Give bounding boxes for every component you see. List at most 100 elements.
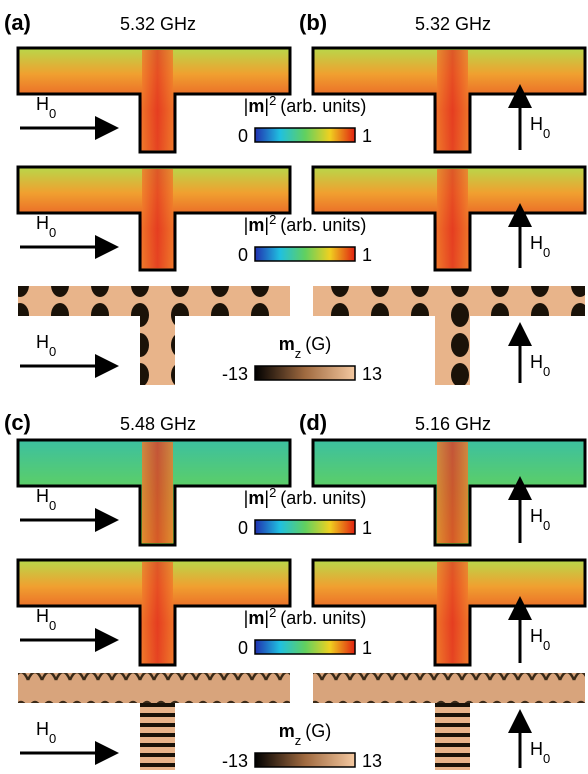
field-symbol: H bbox=[530, 114, 543, 134]
colorbar-label: |m|2 (arb. units) bbox=[244, 605, 367, 629]
colorbar-unit: (G) bbox=[305, 721, 331, 741]
field-symbol: H bbox=[36, 486, 49, 506]
colorbar-label: mz (G) bbox=[279, 334, 332, 361]
colorbar-max: 13 bbox=[362, 751, 382, 771]
stem-fill bbox=[437, 442, 468, 543]
field-label: H0 bbox=[36, 94, 56, 121]
panel-label: (d) bbox=[299, 410, 327, 435]
colorbar-max: 1 bbox=[362, 638, 372, 658]
field-sub: 0 bbox=[49, 106, 56, 121]
colorbar-min: 0 bbox=[238, 638, 248, 658]
frequency: 5.48 GHz bbox=[120, 414, 196, 434]
field-sub: 0 bbox=[543, 751, 550, 766]
stem-fill bbox=[142, 562, 173, 663]
stem-fill bbox=[437, 562, 468, 663]
field-symbol: H bbox=[36, 213, 49, 233]
colorbar-symbol: m bbox=[279, 334, 295, 354]
field-sub: 0 bbox=[543, 245, 550, 260]
panel-label: (b) bbox=[299, 10, 327, 35]
field-symbol: H bbox=[36, 606, 49, 626]
field-symbol: H bbox=[530, 626, 543, 646]
frequency: 5.16 GHz bbox=[415, 414, 491, 434]
colorbar-min: -13 bbox=[222, 751, 248, 771]
colorbar-suffix: | bbox=[264, 608, 269, 628]
stem-fill bbox=[437, 50, 468, 150]
colorbar-sup: 2 bbox=[269, 605, 276, 620]
colorbar-unit: (arb. units) bbox=[280, 488, 366, 508]
colorbar bbox=[254, 752, 356, 768]
colorbar-min: 0 bbox=[238, 518, 248, 538]
field-label: H0 bbox=[36, 719, 56, 746]
stem-fill bbox=[435, 703, 470, 770]
stem-fill bbox=[142, 169, 173, 268]
colorbar-label: mz (G) bbox=[279, 721, 332, 748]
field-sub: 0 bbox=[49, 618, 56, 633]
colorbar bbox=[254, 246, 356, 262]
colorbar-max: 1 bbox=[362, 245, 372, 265]
field-symbol: H bbox=[36, 332, 49, 352]
field-symbol: H bbox=[530, 739, 543, 759]
field-label: H0 bbox=[36, 486, 56, 513]
colorbar bbox=[254, 127, 356, 143]
colorbar-unit: (arb. units) bbox=[280, 96, 366, 116]
field-sub: 0 bbox=[543, 638, 550, 653]
colorbar-symbol: m bbox=[248, 608, 264, 628]
colorbar-unit: (arb. units) bbox=[280, 215, 366, 235]
field-sub: 0 bbox=[49, 344, 56, 359]
colorbar-suffix: | bbox=[264, 96, 269, 116]
map bbox=[18, 286, 290, 385]
colorbar-suffix: | bbox=[264, 215, 269, 235]
colorbar-symbol: m bbox=[248, 96, 264, 116]
colorbar-symbol: m bbox=[248, 215, 264, 235]
field-symbol: H bbox=[530, 352, 543, 372]
field-label: H0 bbox=[36, 606, 56, 633]
colorbar-min: -13 bbox=[222, 364, 248, 384]
field-sub: 0 bbox=[49, 225, 56, 240]
colorbar-sub: z bbox=[295, 733, 302, 748]
colorbar-symbol: m bbox=[279, 721, 295, 741]
colorbar-sup: 2 bbox=[269, 212, 276, 227]
colorbar-max: 13 bbox=[362, 364, 382, 384]
panel-label: (a) bbox=[4, 10, 31, 35]
colorbar-prefix: | bbox=[244, 488, 249, 508]
colorbar-min: 0 bbox=[238, 126, 248, 146]
field-symbol: H bbox=[530, 506, 543, 526]
colorbar-suffix: | bbox=[264, 488, 269, 508]
colorbar-prefix: | bbox=[244, 215, 249, 235]
frequency: 5.32 GHz bbox=[120, 14, 196, 34]
colorbar-max: 1 bbox=[362, 126, 372, 146]
field-label: H0 bbox=[530, 739, 550, 766]
field-label: H0 bbox=[530, 114, 550, 141]
field-symbol: H bbox=[36, 94, 49, 114]
field-label: H0 bbox=[530, 506, 550, 533]
colorbar-sup: 2 bbox=[269, 93, 276, 108]
stem-fill bbox=[140, 703, 175, 770]
colorbar-sub: z bbox=[295, 346, 302, 361]
colorbar-min: 0 bbox=[238, 245, 248, 265]
colorbar-label: |m|2 (arb. units) bbox=[244, 212, 367, 236]
field-sub: 0 bbox=[543, 518, 550, 533]
map bbox=[313, 286, 585, 385]
colorbar-sup: 2 bbox=[269, 485, 276, 500]
colorbar bbox=[254, 519, 356, 535]
field-label: H0 bbox=[530, 626, 550, 653]
colorbar-prefix: | bbox=[244, 608, 249, 628]
colorbar-unit: (arb. units) bbox=[280, 608, 366, 628]
colorbar-max: 1 bbox=[362, 518, 372, 538]
colorbar-symbol: m bbox=[248, 488, 264, 508]
colorbar-label: |m|2 (arb. units) bbox=[244, 485, 367, 509]
field-label: H0 bbox=[36, 332, 56, 359]
panel-label: (c) bbox=[4, 410, 31, 435]
colorbar-prefix: | bbox=[244, 96, 249, 116]
field-sub: 0 bbox=[543, 364, 550, 379]
field-sub: 0 bbox=[49, 498, 56, 513]
field-label: H0 bbox=[36, 213, 56, 240]
colorbar-label: |m|2 (arb. units) bbox=[244, 93, 367, 117]
field-label: H0 bbox=[530, 352, 550, 379]
colorbar bbox=[254, 365, 356, 381]
frequency: 5.32 GHz bbox=[415, 14, 491, 34]
field-sub: 0 bbox=[543, 126, 550, 141]
field-sub: 0 bbox=[49, 731, 56, 746]
colorbar bbox=[254, 639, 356, 655]
